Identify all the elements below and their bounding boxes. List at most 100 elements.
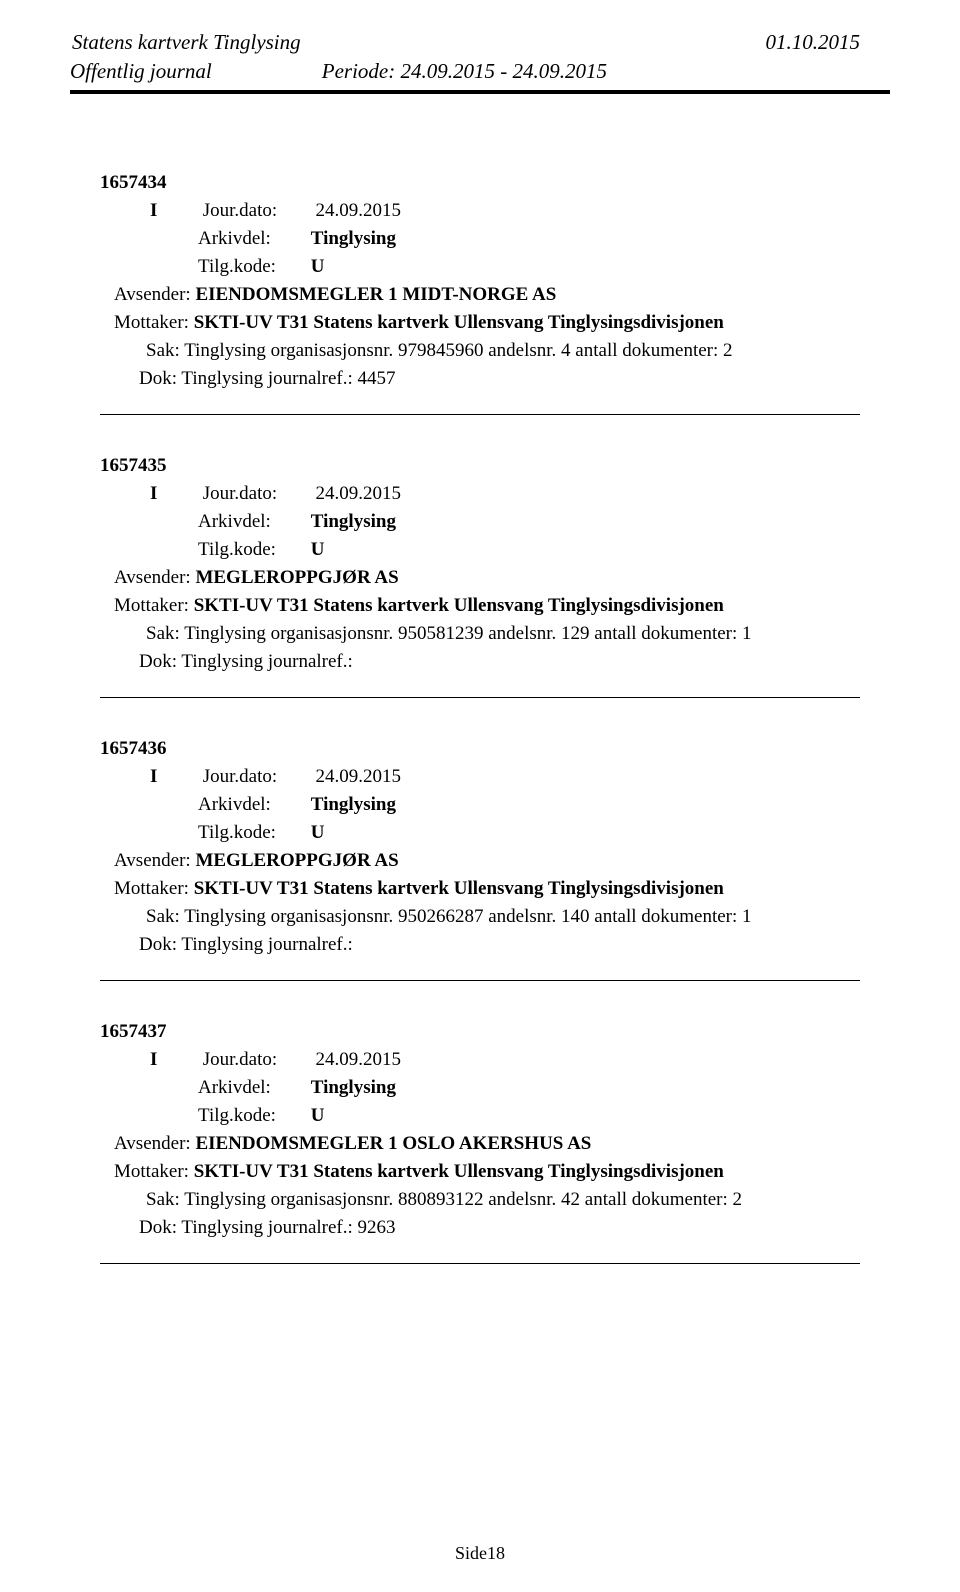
jour-dato-label: Jour.dato: <box>203 1049 311 1071</box>
mottaker-value: SKTI-UV T31 Statens kartverk Ullensvang … <box>194 595 724 616</box>
sak-label: Sak: <box>146 1189 180 1210</box>
tilg-kode-label: Tilg.kode: <box>198 822 306 844</box>
sak-value: Tinglysing organisasjonsnr. 979845960 an… <box>184 340 732 361</box>
entry-id: 1657435 <box>100 455 860 477</box>
mottaker-label: Mottaker: <box>114 1161 189 1183</box>
arkivdel-value: Tinglysing <box>311 511 396 533</box>
avsender-value: MEGLEROPPGJØR AS <box>195 850 398 871</box>
entry-jour-line: I Jour.dato: 24.09.2015 <box>100 766 860 788</box>
sak-value: Tinglysing organisasjonsnr. 880893122 an… <box>184 1189 742 1210</box>
header-period: Periode: 24.09.2015 - 24.09.2015 <box>322 59 607 84</box>
entry-avsender-line: Avsender: MEGLEROPPGJØR AS <box>100 567 860 589</box>
arkivdel-label: Arkivdel: <box>198 794 306 816</box>
entry-dok-line: Dok: Tinglysing journalref.: 4457 <box>100 368 860 390</box>
entry-sak-line: Sak: Tinglysing organisasjonsnr. 8808931… <box>100 1189 860 1211</box>
entry-tilg-line: Tilg.kode: U <box>100 256 860 278</box>
entry-divider <box>100 980 860 981</box>
dok-label: Dok: <box>139 651 177 672</box>
entry-jour-line: I Jour.dato: 24.09.2015 <box>100 200 860 222</box>
dok-label: Dok: <box>139 934 177 955</box>
avsender-label: Avsender: <box>114 567 191 589</box>
dok-value: Tinglysing journalref.: <box>181 934 352 955</box>
entry-avsender-line: Avsender: MEGLEROPPGJØR AS <box>100 850 860 872</box>
avsender-label: Avsender: <box>114 1133 191 1155</box>
dok-value: Tinglysing journalref.: <box>181 651 352 672</box>
entry-id: 1657434 <box>100 172 860 194</box>
sak-value: Tinglysing organisasjonsnr. 950266287 an… <box>184 906 751 927</box>
jour-dato-label: Jour.dato: <box>203 483 311 505</box>
mottaker-label: Mottaker: <box>114 595 189 617</box>
page-header: Statens kartverk Tinglysing 01.10.2015 O… <box>70 30 890 102</box>
jour-dato-value: 24.09.2015 <box>316 1049 402 1071</box>
arkivdel-label: Arkivdel: <box>198 228 306 250</box>
mottaker-label: Mottaker: <box>114 312 189 334</box>
dok-value: Tinglysing journalref.: 9263 <box>181 1217 395 1238</box>
entry-jour-line: I Jour.dato: 24.09.2015 <box>100 1049 860 1071</box>
sak-value: Tinglysing organisasjonsnr. 950581239 an… <box>184 623 751 644</box>
page-footer: Side18 <box>0 1543 960 1564</box>
sak-label: Sak: <box>146 906 180 927</box>
journal-entry: 1657436 I Jour.dato: 24.09.2015 Arkivdel… <box>100 738 860 981</box>
arkivdel-value: Tinglysing <box>311 794 396 816</box>
jour-dato-label: Jour.dato: <box>203 200 311 222</box>
arkivdel-value: Tinglysing <box>311 228 396 250</box>
entry-avsender-line: Avsender: EIENDOMSMEGLER 1 MIDT-NORGE AS <box>100 284 860 306</box>
mottaker-value: SKTI-UV T31 Statens kartverk Ullensvang … <box>194 878 724 899</box>
header-row-1: Statens kartverk Tinglysing 01.10.2015 <box>70 30 890 55</box>
arkivdel-label: Arkivdel: <box>198 511 306 533</box>
dok-label: Dok: <box>139 1217 177 1238</box>
entry-type: I <box>150 1049 198 1071</box>
header-row-2: Offentlig journal Periode: 24.09.2015 - … <box>70 59 890 84</box>
header-title-left: Statens kartverk Tinglysing <box>72 30 301 55</box>
entry-mottaker-line: Mottaker: SKTI-UV T31 Statens kartverk U… <box>100 878 860 900</box>
avsender-label: Avsender: <box>114 284 191 306</box>
journal-entry: 1657437 I Jour.dato: 24.09.2015 Arkivdel… <box>100 1021 860 1264</box>
tilg-kode-label: Tilg.kode: <box>198 1105 306 1127</box>
jour-dato-label: Jour.dato: <box>203 766 311 788</box>
entry-avsender-line: Avsender: EIENDOMSMEGLER 1 OSLO AKERSHUS… <box>100 1133 860 1155</box>
tilg-kode-value: U <box>311 822 325 844</box>
entry-sak-line: Sak: Tinglysing organisasjonsnr. 9798459… <box>100 340 860 362</box>
entry-type: I <box>150 200 198 222</box>
entry-mottaker-line: Mottaker: SKTI-UV T31 Statens kartverk U… <box>100 1161 860 1183</box>
entry-arkivdel-line: Arkivdel: Tinglysing <box>100 511 860 533</box>
jour-dato-value: 24.09.2015 <box>316 200 402 222</box>
avsender-value: MEGLEROPPGJØR AS <box>195 567 398 588</box>
entry-arkivdel-line: Arkivdel: Tinglysing <box>100 794 860 816</box>
entry-dok-line: Dok: Tinglysing journalref.: 9263 <box>100 1217 860 1239</box>
entry-id: 1657437 <box>100 1021 860 1043</box>
entry-tilg-line: Tilg.kode: U <box>100 539 860 561</box>
entry-divider <box>100 414 860 415</box>
entry-dok-line: Dok: Tinglysing journalref.: <box>100 651 860 673</box>
avsender-label: Avsender: <box>114 850 191 872</box>
avsender-value: EIENDOMSMEGLER 1 OSLO AKERSHUS AS <box>195 1133 591 1154</box>
entry-jour-line: I Jour.dato: 24.09.2015 <box>100 483 860 505</box>
tilg-kode-value: U <box>311 256 325 278</box>
tilg-kode-label: Tilg.kode: <box>198 539 306 561</box>
tilg-kode-value: U <box>311 539 325 561</box>
entry-type: I <box>150 483 198 505</box>
entry-tilg-line: Tilg.kode: U <box>100 1105 860 1127</box>
entry-divider <box>100 697 860 698</box>
tilg-kode-value: U <box>311 1105 325 1127</box>
mottaker-value: SKTI-UV T31 Statens kartverk Ullensvang … <box>194 312 724 333</box>
sak-label: Sak: <box>146 340 180 361</box>
dok-label: Dok: <box>139 368 177 389</box>
mottaker-value: SKTI-UV T31 Statens kartverk Ullensvang … <box>194 1161 724 1182</box>
entry-sak-line: Sak: Tinglysing organisasjonsnr. 9505812… <box>100 623 860 645</box>
entry-arkivdel-line: Arkivdel: Tinglysing <box>100 1077 860 1099</box>
entry-type: I <box>150 766 198 788</box>
entry-mottaker-line: Mottaker: SKTI-UV T31 Statens kartverk U… <box>100 312 860 334</box>
header-date-right: 01.10.2015 <box>766 30 861 55</box>
journal-entry: 1657435 I Jour.dato: 24.09.2015 Arkivdel… <box>100 455 860 698</box>
header-subtitle-left: Offentlig journal <box>70 59 212 84</box>
journal-entry: 1657434 I Jour.dato: 24.09.2015 Arkivdel… <box>100 172 860 415</box>
entry-dok-line: Dok: Tinglysing journalref.: <box>100 934 860 956</box>
entry-mottaker-line: Mottaker: SKTI-UV T31 Statens kartverk U… <box>100 595 860 617</box>
dok-value: Tinglysing journalref.: 4457 <box>181 368 395 389</box>
entries-container: 1657434 I Jour.dato: 24.09.2015 Arkivdel… <box>70 102 890 1264</box>
tilg-kode-label: Tilg.kode: <box>198 256 306 278</box>
jour-dato-value: 24.09.2015 <box>316 766 402 788</box>
header-divider <box>70 90 890 94</box>
entry-arkivdel-line: Arkivdel: Tinglysing <box>100 228 860 250</box>
